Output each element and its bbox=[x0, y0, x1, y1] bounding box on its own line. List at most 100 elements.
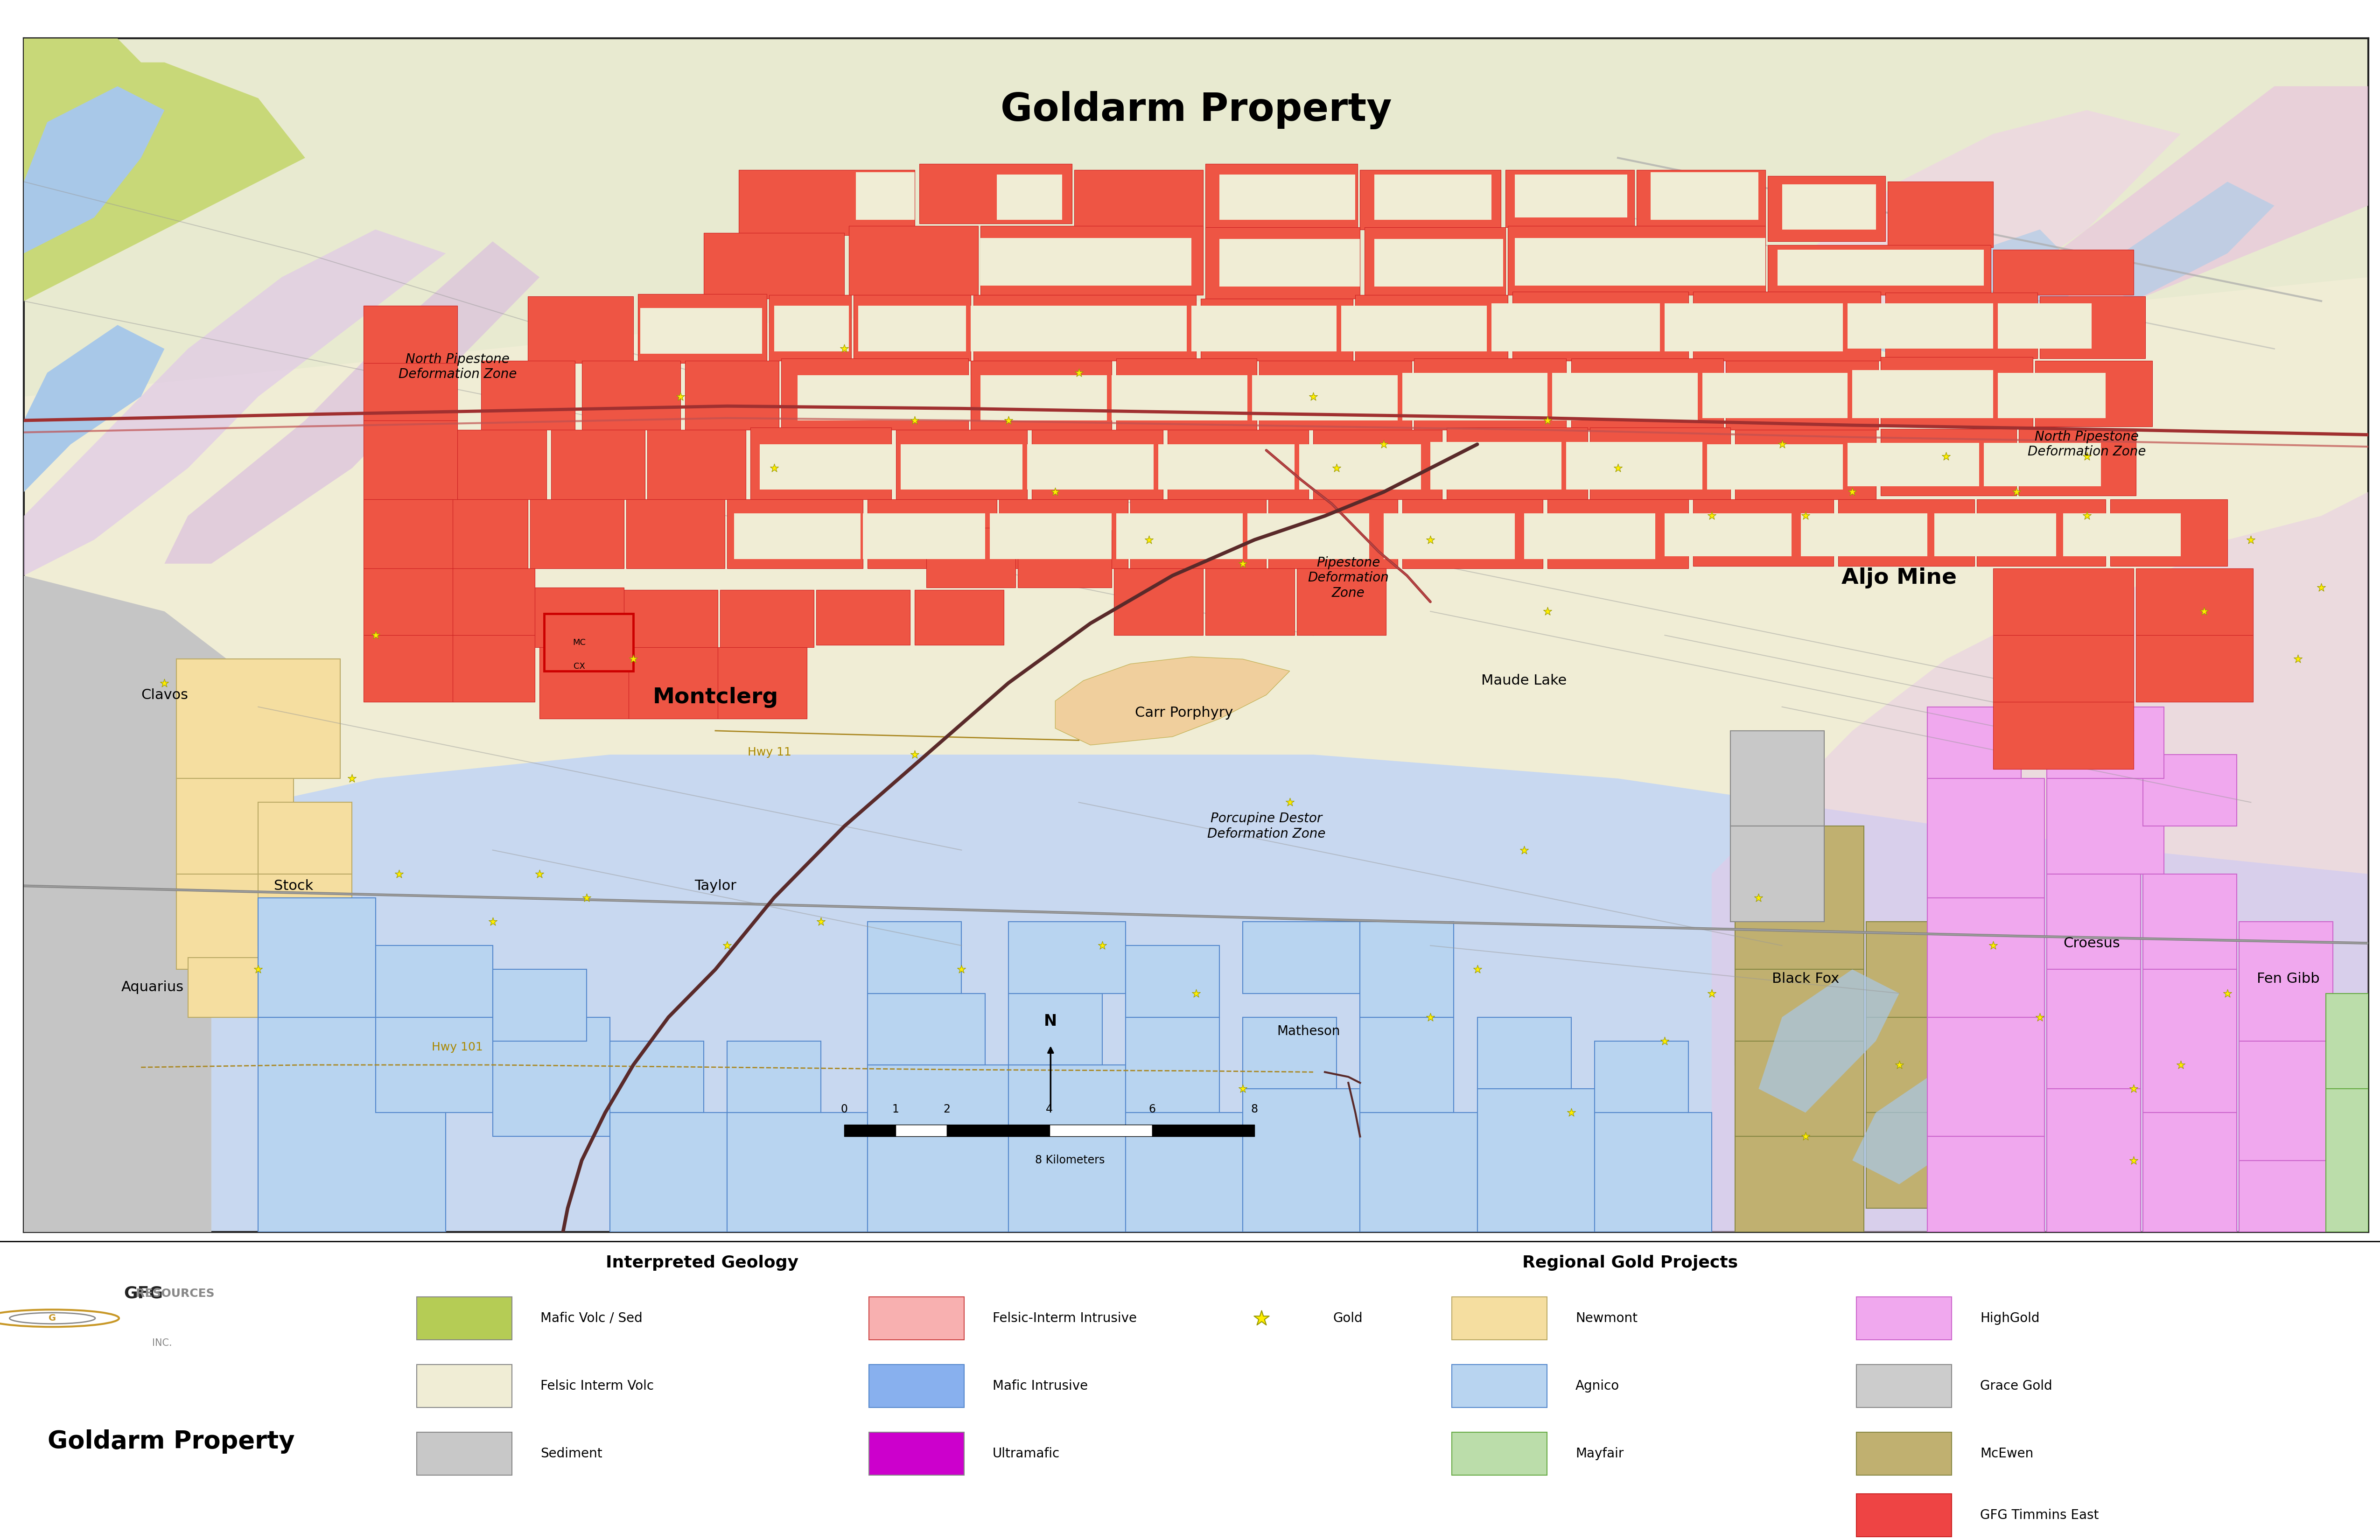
Bar bbox=[1866, 1018, 1961, 1112]
Bar bbox=[176, 659, 340, 778]
Text: GFG Timmins East: GFG Timmins East bbox=[1980, 1509, 2099, 1522]
Bar bbox=[1778, 249, 1983, 285]
Bar bbox=[2047, 970, 2140, 1089]
Bar bbox=[540, 647, 628, 719]
Bar bbox=[1571, 359, 1723, 430]
Bar bbox=[719, 647, 807, 719]
Point bbox=[474, 909, 512, 933]
Point bbox=[1130, 527, 1169, 551]
Point bbox=[1833, 479, 1871, 504]
Bar bbox=[1009, 1066, 1126, 1232]
Point bbox=[895, 742, 933, 767]
Bar bbox=[1111, 376, 1247, 420]
Point bbox=[1787, 504, 1825, 528]
Bar bbox=[1664, 513, 1792, 556]
Bar bbox=[1130, 499, 1266, 568]
Text: Fen Gibb: Fen Gibb bbox=[2256, 972, 2320, 986]
Bar bbox=[728, 1041, 821, 1112]
Bar bbox=[1342, 306, 1488, 351]
Bar bbox=[1116, 513, 1242, 559]
Bar bbox=[869, 921, 962, 993]
Text: McEwen: McEwen bbox=[1980, 1448, 2033, 1460]
Point bbox=[1997, 479, 2035, 504]
Bar bbox=[2063, 513, 2180, 556]
Text: Hwy 11: Hwy 11 bbox=[747, 747, 790, 758]
Point bbox=[1411, 527, 1449, 551]
Bar bbox=[1152, 1124, 1254, 1137]
Bar bbox=[1992, 702, 2132, 768]
Point bbox=[2185, 599, 2223, 624]
Bar bbox=[1204, 163, 1357, 229]
Text: 1: 1 bbox=[892, 1104, 900, 1115]
Point bbox=[1271, 790, 1309, 815]
Bar bbox=[1992, 568, 2132, 634]
Bar bbox=[738, 169, 914, 236]
Bar bbox=[1402, 373, 1547, 420]
Text: INC.: INC. bbox=[152, 1338, 171, 1348]
Bar bbox=[919, 163, 1071, 223]
Bar bbox=[1702, 373, 1847, 417]
Bar bbox=[452, 634, 536, 702]
Point bbox=[1364, 431, 1402, 456]
Bar bbox=[1116, 359, 1257, 430]
Bar bbox=[981, 237, 1192, 285]
Text: RESOURCES: RESOURCES bbox=[124, 1287, 214, 1300]
Bar bbox=[1373, 174, 1492, 220]
Bar bbox=[2142, 1112, 2237, 1232]
Bar bbox=[1242, 921, 1359, 993]
Bar bbox=[1478, 1089, 1595, 1232]
Point bbox=[895, 408, 933, 433]
Bar bbox=[416, 1432, 512, 1475]
Text: Pipestone
Deformation
Zone: Pipestone Deformation Zone bbox=[1307, 556, 1390, 599]
Text: Newmont: Newmont bbox=[1576, 1312, 1637, 1324]
Bar bbox=[1768, 245, 1990, 296]
Point bbox=[333, 765, 371, 792]
Bar bbox=[869, 1432, 964, 1475]
Text: Stock: Stock bbox=[274, 879, 314, 893]
Text: GFG: GFG bbox=[124, 1286, 162, 1301]
Bar bbox=[816, 590, 909, 645]
Bar bbox=[1664, 303, 1842, 351]
Bar bbox=[257, 1016, 445, 1232]
Bar bbox=[1856, 1364, 1952, 1408]
Polygon shape bbox=[24, 576, 257, 1232]
Bar bbox=[1514, 237, 1766, 285]
Bar bbox=[1866, 921, 1961, 1016]
Bar bbox=[869, 993, 985, 1066]
Bar bbox=[1992, 249, 2132, 296]
Bar bbox=[797, 376, 971, 420]
Bar bbox=[2111, 499, 2228, 567]
Bar bbox=[176, 875, 317, 970]
Text: Porcupine Destor
Deformation Zone: Porcupine Destor Deformation Zone bbox=[1207, 812, 1326, 841]
Bar bbox=[1000, 499, 1128, 568]
Bar bbox=[1028, 444, 1154, 490]
Bar bbox=[1595, 1041, 1687, 1112]
Bar bbox=[1452, 1297, 1547, 1340]
Bar bbox=[364, 634, 452, 702]
Bar bbox=[1856, 1297, 1952, 1340]
Bar bbox=[1706, 444, 1842, 490]
Polygon shape bbox=[1947, 86, 2368, 337]
Polygon shape bbox=[1759, 970, 1899, 1112]
Bar bbox=[1730, 825, 1823, 921]
Bar bbox=[364, 306, 457, 363]
Bar bbox=[1359, 169, 1502, 229]
Bar bbox=[685, 360, 778, 430]
Polygon shape bbox=[1711, 109, 2180, 373]
Text: Mafic Intrusive: Mafic Intrusive bbox=[992, 1380, 1088, 1392]
Polygon shape bbox=[24, 325, 164, 491]
Bar bbox=[1354, 296, 1509, 360]
Bar bbox=[990, 513, 1111, 559]
Text: Clavos: Clavos bbox=[140, 688, 188, 702]
Bar bbox=[1126, 1018, 1219, 1112]
Bar bbox=[854, 296, 971, 360]
Bar bbox=[1928, 1137, 2044, 1232]
Bar bbox=[626, 499, 726, 568]
Text: Interpreted Geology: Interpreted Geology bbox=[607, 1255, 797, 1270]
Point bbox=[614, 647, 652, 671]
Bar bbox=[1073, 169, 1202, 229]
Bar bbox=[728, 1112, 869, 1232]
Text: Aljo Mine: Aljo Mine bbox=[1842, 567, 1956, 588]
Text: 6: 6 bbox=[1150, 1104, 1157, 1115]
Text: 0: 0 bbox=[840, 1104, 847, 1115]
